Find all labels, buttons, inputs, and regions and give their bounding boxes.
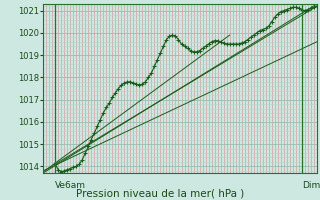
- Text: Pression niveau de la mer( hPa ): Pression niveau de la mer( hPa ): [76, 188, 244, 198]
- Text: Dim: Dim: [302, 181, 320, 190]
- Text: Ve6am: Ve6am: [55, 181, 86, 190]
